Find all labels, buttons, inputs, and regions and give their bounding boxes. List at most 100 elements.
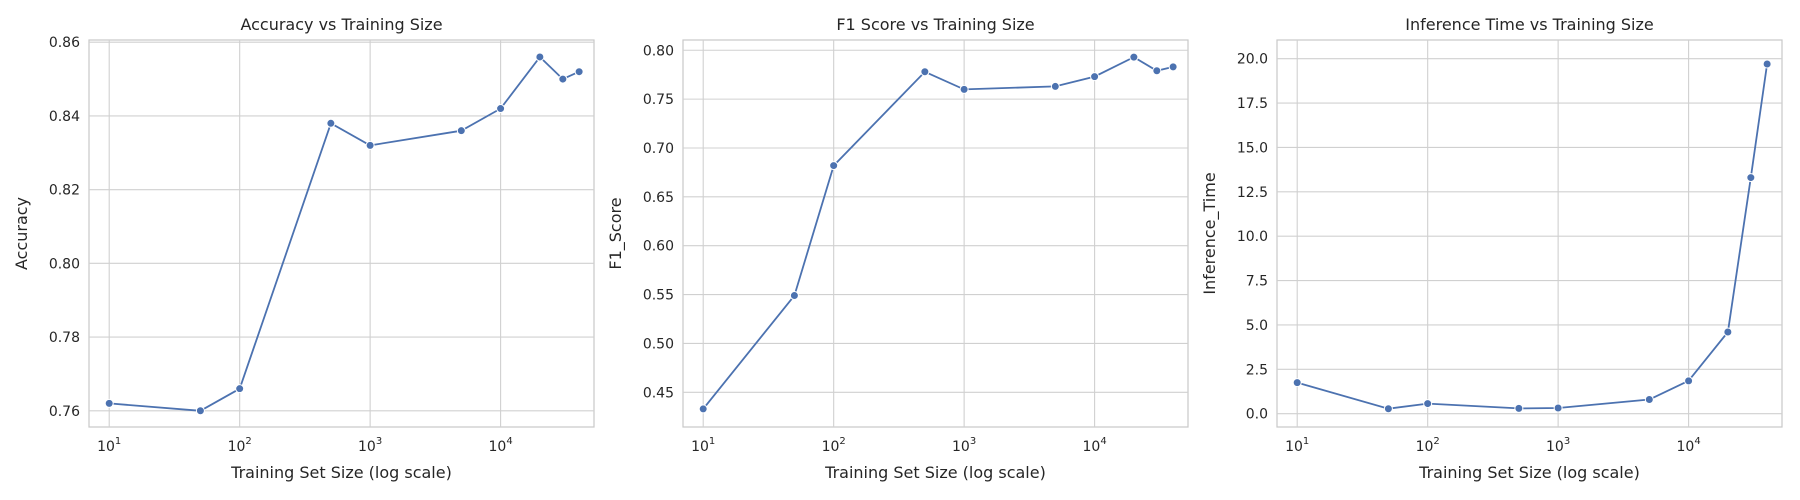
inference-time-data-point: [1762, 59, 1772, 69]
accuracy-data-point: [235, 384, 245, 394]
accuracy-y-axis-label: Accuracy: [12, 197, 31, 270]
tick-exponent: 4: [506, 436, 512, 447]
tick-exponent: 2: [839, 436, 845, 447]
f1-score-y-tick-label: 0.65: [643, 190, 674, 206]
accuracy-data-point: [535, 52, 545, 62]
accuracy-x-tick-label: 103: [358, 436, 382, 455]
f1-score-x-tick-label: 102: [822, 436, 846, 455]
f1-score-data-point: [829, 161, 839, 171]
accuracy-y-tick-label: 0.80: [49, 256, 80, 272]
tick-base: 10: [691, 439, 709, 455]
inference-time-data-point: [1644, 394, 1654, 404]
inference-time-x-tick-label: 104: [1676, 436, 1700, 455]
inference-time-plot-area: [1276, 39, 1783, 428]
f1-score-data-point: [920, 67, 930, 77]
accuracy-x-tick-label: 104: [488, 436, 512, 455]
tick-base: 10: [1676, 439, 1694, 455]
accuracy-plot-area: [88, 39, 595, 428]
inference-time-data-point: [1514, 403, 1524, 413]
inference-time-y-tick-label: 7.5: [1246, 274, 1268, 290]
f1-score-series-line: [702, 56, 1174, 410]
accuracy-y-tick-label: 0.78: [49, 330, 80, 346]
f1-score-y-tick-label: 0.60: [643, 239, 674, 255]
f1-score-data-point: [959, 84, 969, 94]
accuracy-data-point: [456, 126, 466, 136]
f1-score-x-tick-label: 104: [1082, 436, 1106, 455]
tick-exponent: 2: [245, 436, 251, 447]
tick-exponent: 1: [115, 436, 121, 447]
tick-exponent: 1: [709, 436, 715, 447]
accuracy-chart-title: Accuracy vs Training Size: [240, 15, 442, 34]
inference-time-x-axis-label: Training Set Size (log scale): [1418, 463, 1640, 482]
tick-base: 10: [228, 439, 246, 455]
inference-time-y-tick-label: 12.5: [1237, 185, 1268, 201]
inference-time-y-tick-label: 15.0: [1237, 140, 1268, 156]
tick-exponent: 3: [376, 436, 382, 447]
f1-score-y-tick-label: 0.45: [643, 385, 674, 401]
accuracy-x-tick-label: 102: [228, 436, 252, 455]
f1-score-x-axis-label: Training Set Size (log scale): [824, 463, 1046, 482]
f1-score-y-tick-label: 0.55: [643, 288, 674, 304]
f1-score-x-tick-label: 103: [952, 436, 976, 455]
f1-score-y-tick-label: 0.80: [643, 43, 674, 59]
inference-time-data-point: [1292, 378, 1302, 388]
accuracy-data-point: [574, 67, 584, 77]
inference-time-data-point: [1553, 403, 1563, 413]
inference-time-data-point: [1723, 327, 1733, 337]
inference-time-data-point: [1684, 376, 1694, 386]
tick-base: 10: [488, 439, 506, 455]
f1-score-plot-area: [682, 39, 1189, 428]
inference-time-data-point: [1383, 404, 1393, 414]
f1-score-data-point: [698, 404, 708, 414]
tick-base: 10: [1082, 439, 1100, 455]
f1-score-data-point: [789, 291, 799, 301]
tick-base: 10: [1546, 439, 1564, 455]
accuracy-data-point: [496, 104, 506, 114]
tick-exponent: 1: [1303, 436, 1309, 447]
accuracy-y-tick-label: 0.84: [49, 109, 80, 125]
inference-time-chart-title: Inference Time vs Training Size: [1405, 15, 1653, 34]
tick-base: 10: [97, 439, 115, 455]
inference-time-y-tick-label: 2.5: [1246, 362, 1268, 378]
f1-score-y-tick-label: 0.50: [643, 336, 674, 352]
f1-score-data-point: [1050, 81, 1060, 91]
inference-time-y-tick-label: 20.0: [1237, 52, 1268, 68]
f1-score-y-tick-label: 0.75: [643, 92, 674, 108]
inference-time-x-tick-label: 101: [1285, 436, 1309, 455]
inference-time-y-tick-label: 10.0: [1237, 229, 1268, 245]
f1-score-chart-title: F1 Score vs Training Size: [836, 15, 1034, 34]
f1-score-data-point: [1152, 66, 1162, 76]
accuracy-y-tick-label: 0.86: [49, 35, 80, 51]
inference-time-y-axis-label: Inference_Time: [1200, 172, 1220, 294]
accuracy-data-point: [104, 398, 114, 408]
tick-base: 10: [952, 439, 970, 455]
accuracy-data-point: [326, 118, 336, 128]
f1-score-data-point: [1090, 72, 1100, 82]
inference-time-y-tick-label: 5.0: [1246, 318, 1268, 334]
inference-time-x-tick-label: 102: [1416, 436, 1440, 455]
accuracy-x-axis-label: Training Set Size (log scale): [230, 463, 452, 482]
accuracy-data-point: [365, 140, 375, 150]
f1-score-x-tick-label: 101: [691, 436, 715, 455]
accuracy-series-line: [109, 55, 580, 412]
tick-base: 10: [358, 439, 376, 455]
tick-exponent: 3: [1564, 436, 1570, 447]
tick-base: 10: [822, 439, 840, 455]
tick-base: 10: [1285, 439, 1303, 455]
inference-time-y-tick-label: 17.5: [1237, 96, 1268, 112]
inference-time-panel: 101 102 103 1040.02.55.07.510.012.515.017.5…: [1200, 15, 1783, 482]
accuracy-x-tick-label: 101: [97, 436, 121, 455]
inference-time-series-line: [1296, 63, 1768, 410]
tick-exponent: 4: [1694, 436, 1700, 447]
tick-exponent: 2: [1433, 436, 1439, 447]
accuracy-data-point: [558, 74, 568, 84]
inference-time-x-tick-label: 103: [1546, 436, 1570, 455]
tick-exponent: 4: [1100, 436, 1106, 447]
f1-score-y-axis-label: F1_Score: [606, 197, 626, 269]
tick-base: 10: [1416, 439, 1434, 455]
f1-score-data-point: [1168, 62, 1178, 72]
f1-score-panel: 101 102 103 1040.450.500.550.600.650.700.75…: [606, 15, 1189, 482]
inference-time-y-tick-label: 0.0: [1246, 407, 1268, 423]
inference-time-data-point: [1423, 399, 1433, 409]
